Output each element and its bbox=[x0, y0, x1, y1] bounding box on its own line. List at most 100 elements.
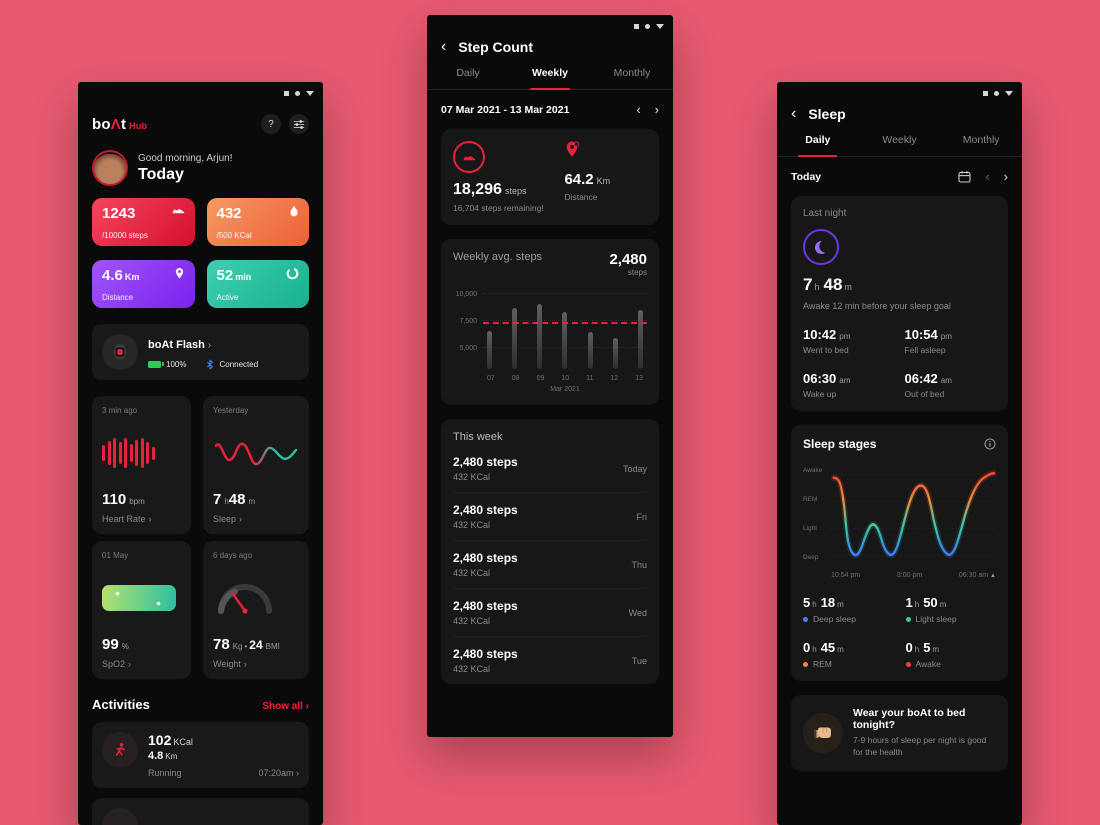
chevron-right-icon: › bbox=[148, 514, 152, 524]
activity-item-partial[interactable] bbox=[92, 798, 309, 825]
show-all-link[interactable]: Show all › bbox=[262, 701, 309, 712]
stages-x-axis: 10:54 pm 3:00 pm 06:30 am ▲ bbox=[831, 572, 996, 579]
distance-stat-card[interactable]: 4.6 Km Distance bbox=[92, 260, 195, 308]
x-label-start: 10:54 pm bbox=[831, 572, 861, 579]
activity-kcal-unit: KCal bbox=[173, 737, 193, 747]
flame-icon bbox=[289, 205, 299, 218]
back-button[interactable]: ‹ bbox=[791, 105, 797, 122]
calendar-icon[interactable] bbox=[958, 170, 971, 183]
steps-bar bbox=[487, 330, 492, 369]
window-control-square-icon[interactable] bbox=[284, 90, 289, 96]
next-day-button[interactable]: › bbox=[1003, 169, 1008, 184]
help-icon: ? bbox=[268, 118, 274, 130]
expand-icon[interactable]: ▲ bbox=[990, 573, 996, 579]
sleep-stages-title: Sleep stages bbox=[803, 437, 877, 451]
hours-unit: h bbox=[814, 282, 820, 292]
time-ampm: pm bbox=[940, 332, 952, 341]
time-ampm: am bbox=[940, 376, 952, 385]
y-label-rem: REM bbox=[803, 496, 818, 503]
bmi-value: 24 bbox=[249, 638, 263, 652]
window-control-circle-icon[interactable] bbox=[295, 90, 300, 96]
row-kcal: 432 KCal bbox=[453, 616, 491, 626]
heart-rate-time: 3 min ago bbox=[102, 406, 138, 415]
stat-hours: 5 bbox=[803, 595, 811, 610]
sleep-minutes: 48 bbox=[228, 491, 246, 508]
steps-bar bbox=[612, 338, 618, 369]
active-stat-card[interactable]: 52 min Active bbox=[206, 260, 309, 308]
device-name: boAt Flash bbox=[148, 338, 205, 351]
spo2-tile[interactable]: 01 May 99% SpO2 › bbox=[92, 541, 191, 679]
week-row: 2,480 steps 432 KCal Today bbox=[453, 445, 647, 493]
window-control-caret-icon[interactable] bbox=[306, 90, 314, 96]
weight-tile[interactable]: 6 days ago 78 Kg • 24 BMI Weight › bbox=[203, 541, 309, 679]
battery-level: 100% bbox=[166, 359, 187, 369]
tab-daily[interactable]: Daily bbox=[456, 67, 480, 79]
stat-minutes-unit: m bbox=[939, 600, 947, 609]
row-steps: 2,480 steps bbox=[453, 599, 518, 613]
window-control-square-icon[interactable] bbox=[983, 90, 988, 96]
stage-color-dot bbox=[905, 661, 911, 667]
window-control-caret-icon[interactable] bbox=[656, 23, 664, 29]
window-control-square-icon[interactable] bbox=[634, 23, 639, 29]
window-control-caret-icon[interactable] bbox=[1005, 90, 1013, 96]
total-distance-unit: Km bbox=[596, 176, 611, 186]
distance-label: Distance bbox=[102, 293, 134, 302]
distance-pin-icon bbox=[567, 141, 580, 157]
stat-hours-unit: h bbox=[812, 600, 817, 609]
weight-time: 6 days ago bbox=[213, 551, 253, 560]
kcal-stat-card[interactable]: 432 /500 KCal bbox=[206, 198, 309, 246]
week-row: 2,480 steps 432 KCal Fri bbox=[453, 493, 647, 541]
stage-color-dot bbox=[803, 616, 808, 622]
prev-day-button[interactable]: ‹ bbox=[985, 169, 990, 184]
prev-week-button[interactable]: ‹ bbox=[636, 102, 641, 117]
stat-hours: 1 bbox=[905, 595, 913, 610]
y-label-light: Light bbox=[803, 525, 818, 532]
x-label-mid: 3:00 pm bbox=[896, 572, 923, 579]
row-steps: 2,480 steps bbox=[453, 503, 518, 517]
sleep-hours-unit: h bbox=[224, 497, 229, 506]
bedtime-tip-card[interactable]: Wear your boAt to bed tonight? 7-9 hours… bbox=[791, 695, 1008, 771]
row-steps: 2,480 steps bbox=[453, 455, 518, 469]
tab-monthly[interactable]: Monthly bbox=[613, 67, 651, 79]
heart-rate-tile[interactable]: 3 min ago 110 bpm Heart Rate › bbox=[92, 396, 191, 534]
sliders-icon bbox=[293, 119, 305, 129]
connection-status: Connected bbox=[219, 359, 259, 369]
row-steps: 2,480 steps bbox=[453, 551, 518, 565]
y-label-deep: Deep bbox=[803, 554, 819, 561]
logo-a: Λ bbox=[110, 115, 121, 133]
window-controls bbox=[427, 15, 673, 31]
heart-rate-label: Heart Rate bbox=[102, 514, 146, 524]
avatar[interactable] bbox=[92, 150, 128, 186]
steps-stat-card[interactable]: 1243 /10000 steps bbox=[92, 198, 195, 246]
settings-button[interactable] bbox=[289, 114, 309, 134]
row-day: Wed bbox=[628, 607, 647, 618]
steps-summary-card: 18,296 steps 16,704 steps remaining! 64.2… bbox=[441, 129, 659, 225]
steps-chart-x-title: Mar 2021 bbox=[550, 386, 580, 393]
activity-item-running[interactable]: 102 KCal 4.8 Km Running 07:20am › bbox=[92, 722, 309, 788]
window-control-circle-icon[interactable] bbox=[994, 90, 999, 96]
device-card[interactable]: boAt Flash › 100% Connected bbox=[92, 324, 309, 380]
date-label: Today bbox=[791, 170, 822, 183]
window-control-circle-icon[interactable] bbox=[645, 23, 650, 29]
row-day: Thu bbox=[631, 559, 647, 570]
tab-daily[interactable]: Daily bbox=[777, 134, 859, 157]
tab-weekly[interactable]: Weekly bbox=[882, 134, 917, 146]
weight-unit: Kg bbox=[232, 642, 243, 651]
help-button[interactable]: ? bbox=[261, 114, 281, 134]
tab-monthly[interactable]: Monthly bbox=[962, 134, 1000, 146]
time-ampm: am bbox=[839, 376, 851, 385]
stat-label: Deep sleep bbox=[813, 614, 857, 624]
tab-weekly[interactable]: Weekly bbox=[509, 67, 591, 90]
time-label: Fell asleep bbox=[904, 345, 946, 355]
back-button[interactable]: ‹ bbox=[441, 38, 447, 55]
sleep-tile[interactable]: Yesterday 7 h48 m Sleep › bbox=[203, 396, 309, 534]
heart-rate-value: 110 bbox=[102, 491, 127, 508]
info-icon[interactable] bbox=[984, 438, 996, 450]
stages-y-axis: Awake REM Light Deep bbox=[803, 463, 831, 567]
row-day: Tue bbox=[631, 655, 647, 666]
stage-color-dot bbox=[803, 661, 808, 667]
fist-icon bbox=[803, 712, 843, 753]
row-day: Today bbox=[622, 463, 647, 474]
show-all-text: Show all bbox=[262, 701, 303, 712]
next-week-button[interactable]: › bbox=[654, 102, 659, 117]
